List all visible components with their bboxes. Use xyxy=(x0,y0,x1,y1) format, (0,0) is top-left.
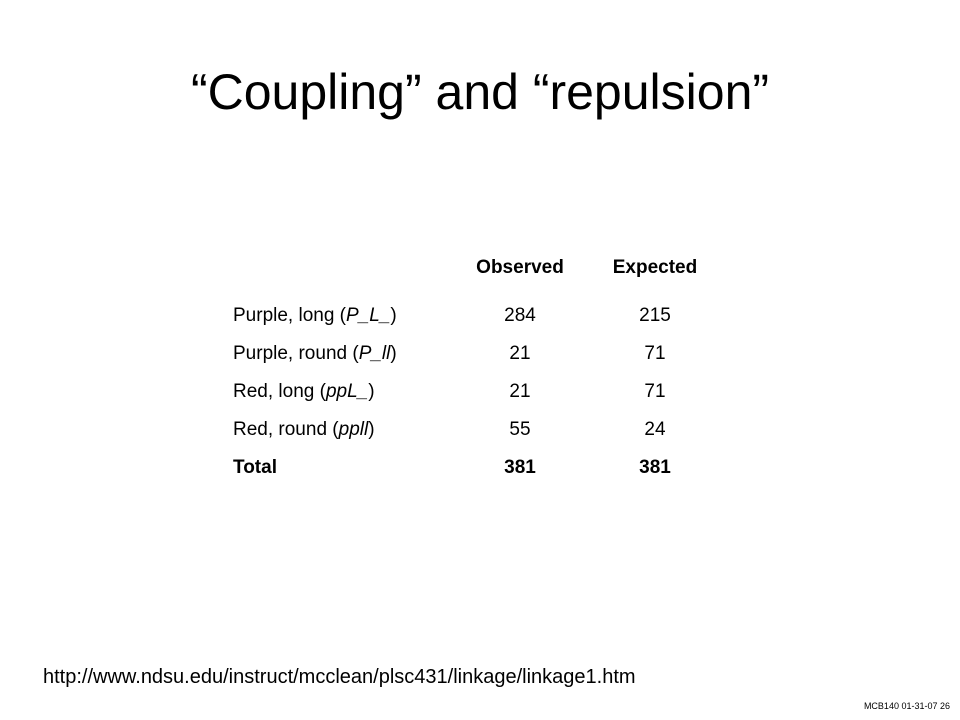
expected-value: 71 xyxy=(644,343,666,364)
observed-value: 21 xyxy=(509,381,531,402)
label-part: ) xyxy=(390,305,397,326)
label-part: Purple, long ( xyxy=(233,305,347,326)
observed-value: 284 xyxy=(504,305,536,326)
expected-value: 24 xyxy=(644,419,666,440)
slide-title: “Coupling” and “repulsion” xyxy=(190,64,770,120)
column-header: Observed xyxy=(476,257,564,278)
column-header: Expected xyxy=(612,257,698,278)
label-part: ppL_ xyxy=(325,381,369,402)
label-part: Purple, round ( xyxy=(233,343,359,364)
observed-value: 21 xyxy=(509,343,531,364)
row-label: Red, long (ppL_) xyxy=(233,380,375,404)
label-part: Red, long ( xyxy=(233,381,326,402)
expected-value: 215 xyxy=(639,305,671,326)
label-part: ) xyxy=(368,419,375,440)
label-part: Red, round ( xyxy=(233,419,339,440)
label-part: ) xyxy=(390,343,397,364)
footer-note: MCB140 01-31-07 26 xyxy=(863,701,950,711)
total-expected: 381 xyxy=(639,457,671,478)
total-observed: 381 xyxy=(504,457,536,478)
source-url: http://www.ndsu.edu/instruct/mcclean/pls… xyxy=(43,666,636,688)
observed-value: 55 xyxy=(509,419,531,440)
row-label: Purple, long (P_L_) xyxy=(233,304,397,328)
expected-value: 71 xyxy=(644,381,666,402)
label-part: P_ll xyxy=(358,343,391,364)
label-part: ppll xyxy=(338,419,369,440)
row-label: Red, round (ppll) xyxy=(233,418,375,442)
total-label: Total xyxy=(233,457,277,478)
label-part: P_L_ xyxy=(346,305,391,326)
row-label: Purple, round (P_ll) xyxy=(233,342,397,366)
label-part: ) xyxy=(368,381,375,402)
